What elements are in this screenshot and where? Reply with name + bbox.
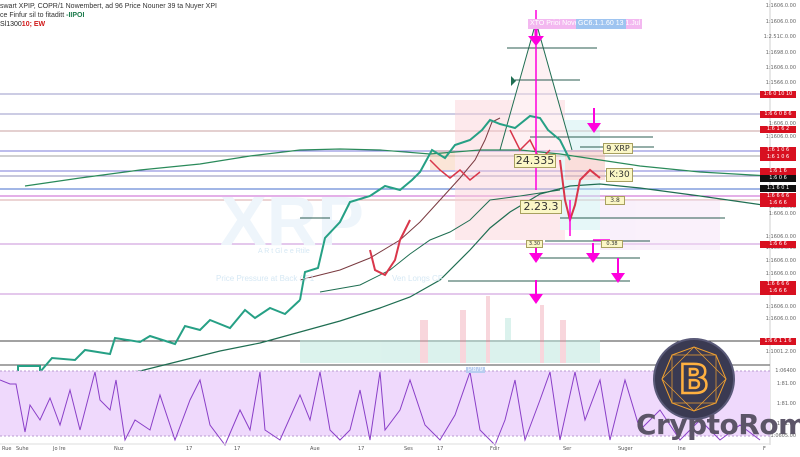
price-annotation-low: 2.23.3 [520,200,562,214]
price-tick: 1:2.51C.0.00 [763,34,796,40]
price-tick: 1:1606.0.00 [765,304,796,310]
price-tag: 1:6 6 6 [760,200,796,207]
price-tag: 1:6 6 6 6 [760,193,796,200]
chart-legend[interactable]: swart XPIP, COPR/1 Nowembert, ad 96 Pric… [0,2,217,29]
rsi-tick: 1:0605.00 [770,433,796,439]
price-tick: 1:606.0.00 [768,121,796,127]
bitcoin-icon: B [679,357,710,403]
price-tick: 1:1606.0.00 [765,134,796,140]
brand-logo-text: CryptoRom [636,408,800,441]
price-tick: 1:1606.0.00 [765,316,796,322]
small-annotation-1: 3.8 [605,196,625,205]
legend-line-1: swart XPIP, COPR/1 Nowembert, ad 96 Pric… [0,3,217,10]
time-tick: Ine [678,446,686,452]
time-tick: Nuz [114,446,124,452]
time-tick: 17 [186,446,193,452]
time-tick: Rue [2,446,12,452]
price-tick: 1:1606.0.00 [765,258,796,264]
time-tick: Ses [404,446,413,452]
price-annotation-high: 24.335 [514,154,556,168]
time-tick: Jo Ire [53,446,66,452]
time-tick: Ser [563,446,572,452]
time-tick: 17 [234,446,241,452]
zones [430,20,720,250]
time-tick: 17 [437,446,444,452]
time-tick: Suger [618,446,633,452]
rsi-line [0,370,761,446]
price-tick: 1:1606.0.00 [765,3,796,9]
legend-line-3: Sl130010; EW [0,21,46,28]
time-tick: F [763,446,766,452]
k30-annotation: K:30 [606,168,633,182]
price-tag: 1:6 1 0 6 [760,154,796,161]
price-tag: 1:6 6 6 6 [760,281,796,288]
price-tick: 1:1606.0.00 [765,65,796,71]
price-tag: 1:1 6 0 1 [760,185,796,192]
small-annotation-2: 3.30 [526,240,543,248]
price-tag: 1:6 6 1 1 6 [760,338,796,345]
rsi-tick: 1:81.00 [776,421,796,427]
price-tick: 1:606.0.00 [768,211,796,217]
price-tick: 1:1606.0.00 [765,271,796,277]
price-tick: 1:1566.0.00 [765,80,796,86]
time-tick: Suhe [16,446,29,452]
price-tag: 1:6 0 6 [760,175,796,182]
time-tick: Fdir [490,446,500,452]
rsi-value-label: P.879 [466,367,485,373]
price-tag: 1:6 6 6 [760,241,796,248]
price-tag: 1:6 1 6 2 [760,126,796,133]
price-tick: 1:1606.0.00 [765,245,796,251]
date-banner: GC6.1.1.60 13 [576,19,626,29]
price-tag: 1:6 0 10 10 [760,91,796,98]
watermark-caption: Price Pressure at Back (-F1 [216,274,315,283]
rsi-tick: 1:81.00 [776,381,796,387]
watermark-subtitle: A R t Gl e e Rtile [258,248,310,255]
watermark-caption: Ven Longs CF [392,274,443,283]
price-tag: 1:6 6 6 [760,288,796,295]
ma-long-line [0,183,771,387]
rsi-tick: 1:81.00 [776,401,796,407]
ma-short-line [299,117,501,281]
rsi-tick: 1:06400 [775,368,796,374]
price-tick: 1:606.0.00 [768,204,796,210]
legend-line-2: ce Finfur sil to fitaditt -IIPOI [0,12,85,19]
volume-bars [300,296,600,363]
price-tag: 1:6 1 0 6 [760,147,796,154]
price-tag: 1:6 1 6 [760,168,796,175]
price-tag: 1:6 6 0 8 6 [760,111,796,118]
small-annotation-3: 0.38 [601,240,623,248]
price-tick: 1:1001.2.00 [765,349,796,355]
bitcoin-logo: B [653,338,735,420]
time-tick: 17 [358,446,365,452]
price-tick: 1:1606.0.00 [765,19,796,25]
price-tick: 1:1606.0.00 [765,234,796,240]
price-tick: 1:1698.0.00 [765,50,796,56]
time-tick: Aue [310,446,320,452]
xrp-annotation: 9 XRP [603,143,633,154]
